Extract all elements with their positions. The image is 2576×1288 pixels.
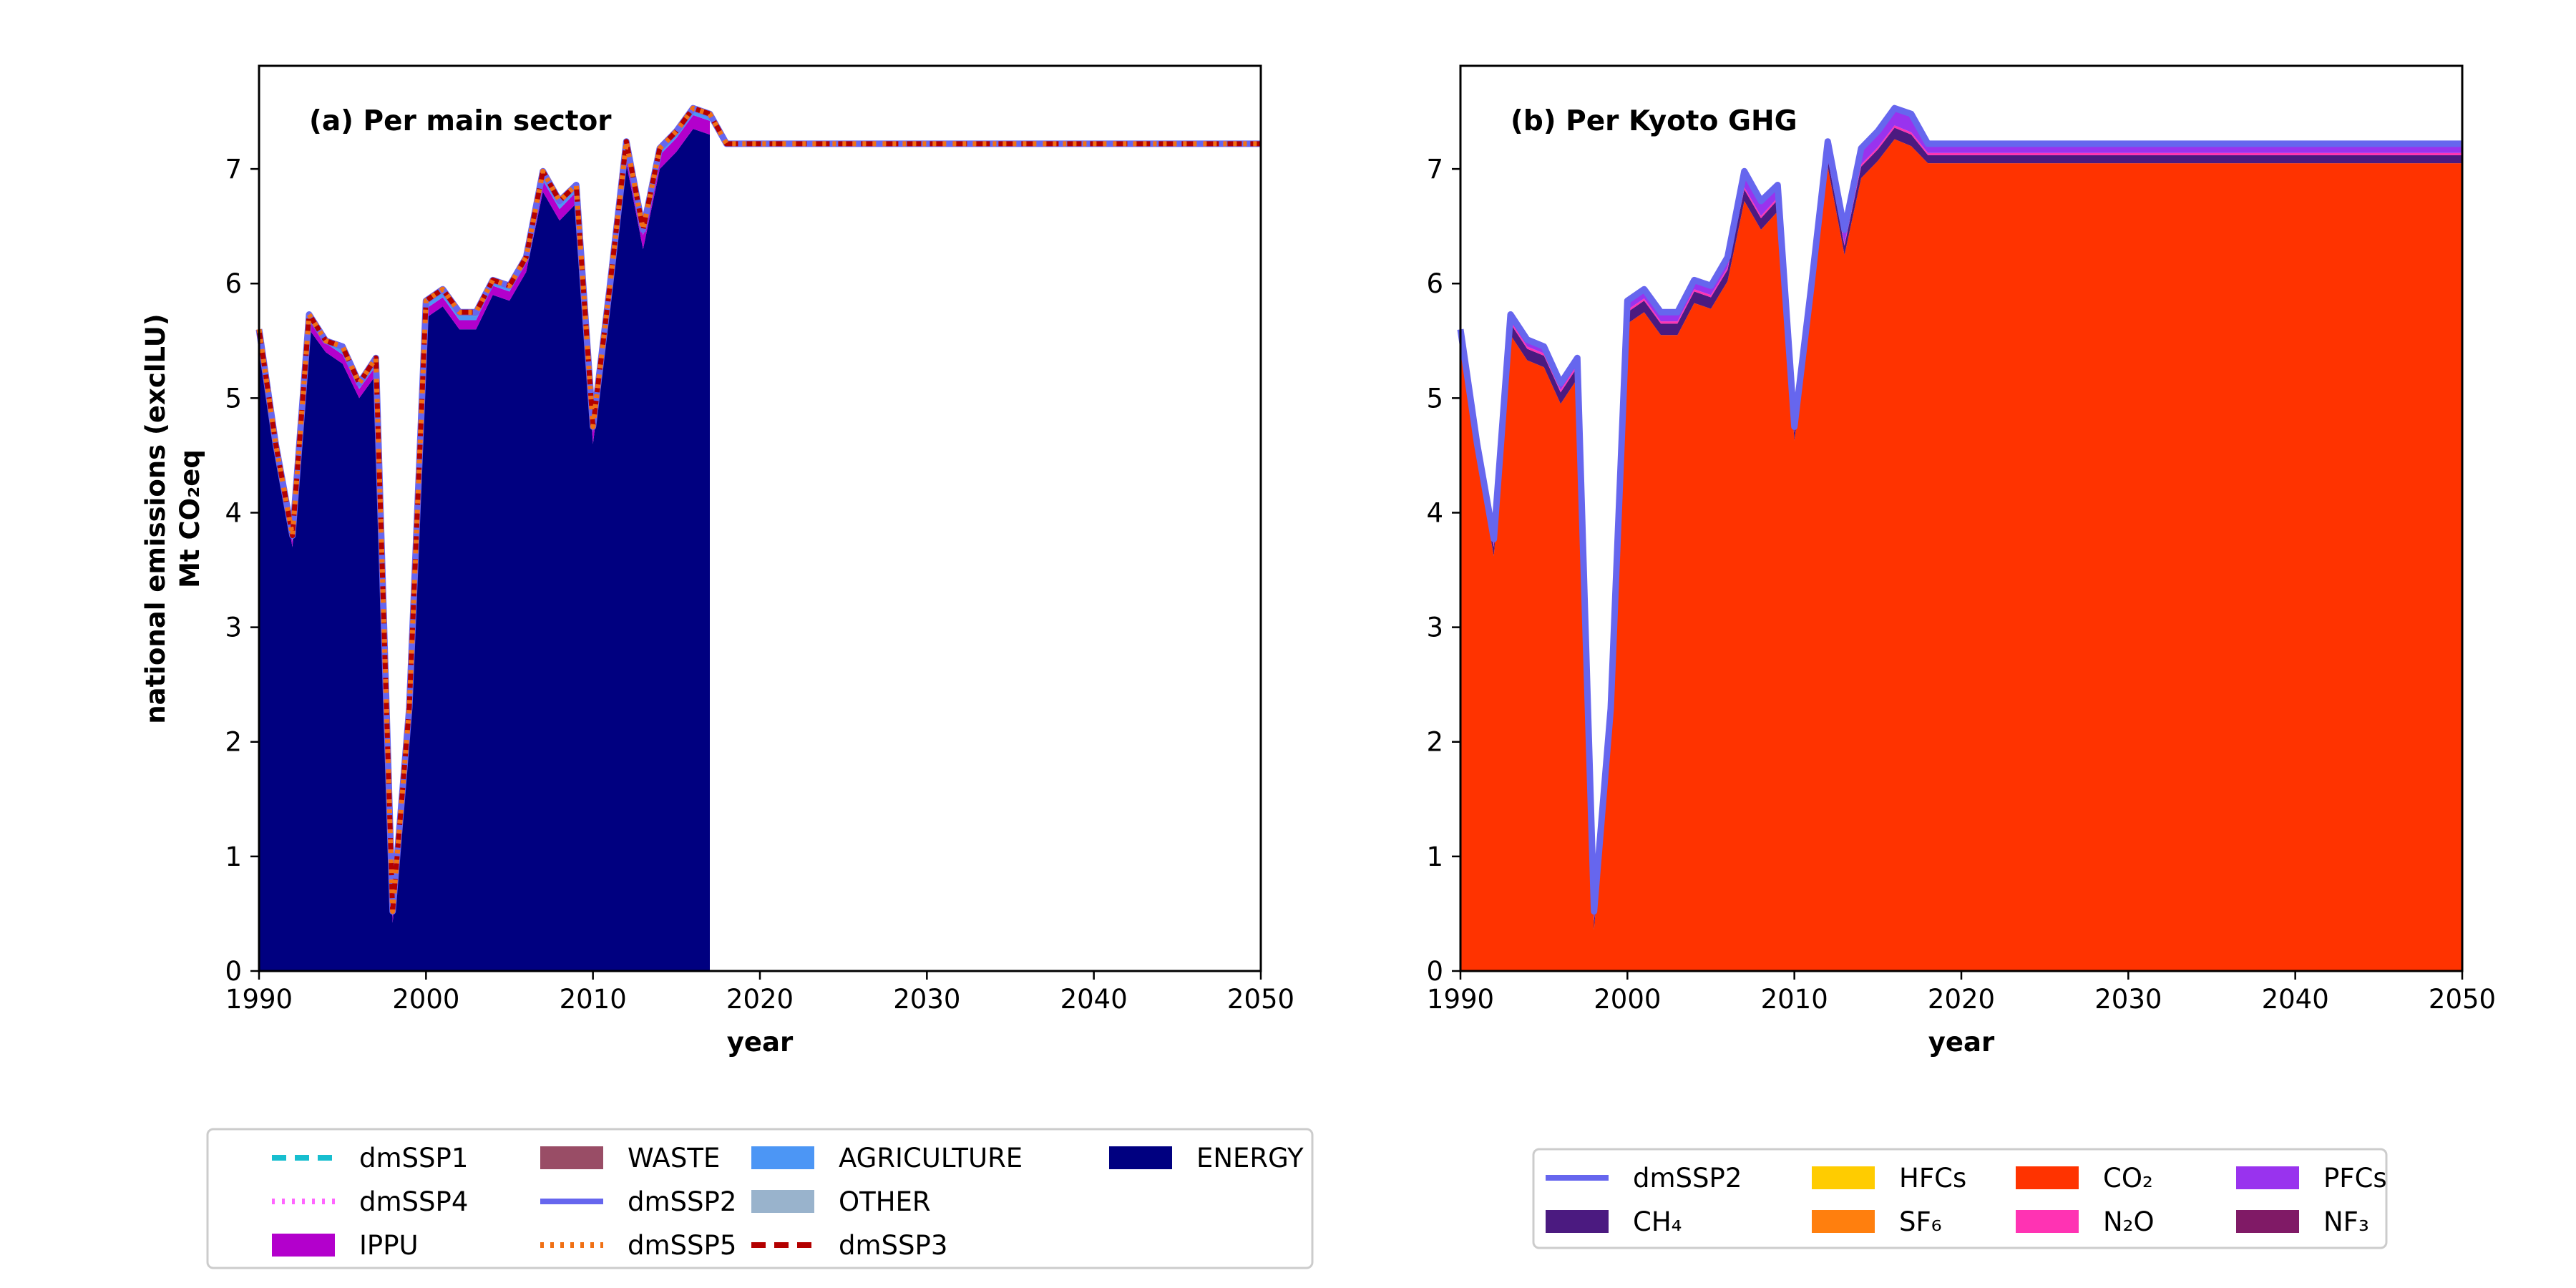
y-tick-label: 1 [1426,841,1443,872]
x-axis-label: year [1928,1027,1995,1058]
y-tick-label: 1 [225,841,242,872]
legend-label: OTHER [839,1186,931,1217]
legend-label: IPPU [359,1230,419,1261]
x-tick-label: 2000 [1594,984,1661,1015]
legend-patch-swatch [1109,1146,1172,1169]
legend-label: HFCs [1899,1163,1966,1194]
x-tick-label: 2010 [560,984,627,1015]
legend-label: WASTE [628,1143,720,1174]
legend-patch-swatch [2016,1166,2079,1189]
line-dmssp2 [1457,104,2462,915]
legend-label: SF₆ [1899,1206,1942,1237]
legend-per-main-sector: dmSSP1 dmSSP4 IPPU WASTE dmSSP2 dmSSP5 AGRICUL… [206,1128,1314,1269]
x-tick-label: 2020 [726,984,794,1015]
x-tick-label: 2030 [2094,984,2162,1015]
legend-patch-swatch [2236,1166,2299,1189]
y-tick-label: 4 [225,497,242,528]
x-tick-label: 2000 [392,984,459,1015]
x-axis-label: year [727,1027,794,1058]
legend-label: dmSSP1 [359,1143,468,1174]
y-tick-label: 5 [225,383,242,414]
y-axis-label-line1: national emissions (exclLU) [140,313,171,723]
line-dmssp5 [256,105,1261,914]
y-tick-label: 2 [1426,727,1443,758]
legend-patch-swatch [1812,1166,1875,1189]
x-tick-label: 2040 [2262,984,2329,1015]
y-tick-label: 2 [225,727,242,758]
legend-label: dmSSP5 [628,1230,736,1261]
y-tick-label: 6 [1426,268,1443,299]
panel-title: (a) Per main sector [309,105,612,137]
x-tick-label: 1990 [1427,984,1494,1015]
legend-label: PFCs [2323,1163,2387,1194]
x-tick-label: 2020 [1928,984,1995,1015]
legend-patch-swatch [1812,1210,1875,1233]
y-tick-label: 4 [1426,497,1443,528]
legend-label: ENERGY [1196,1143,1304,1174]
y-tick-label: 5 [1426,383,1443,414]
x-tick-label: 2050 [1227,984,1294,1015]
y-tick-label: 3 [225,613,242,643]
x-tick-label: 2050 [2429,984,2496,1015]
y-tick-label: 0 [1426,956,1443,987]
legend-box [1532,1148,2388,1249]
legend-label: CH₄ [1633,1206,1682,1237]
y-tick-label: 0 [225,956,242,987]
x-tick-label: 2010 [1761,984,1828,1015]
y-tick-label: 6 [225,268,242,299]
legend-patch-swatch [272,1234,335,1257]
y-tick-label: 3 [1426,613,1443,643]
legend-label: AGRICULTURE [839,1143,1023,1174]
y-tick-label: 7 [1426,154,1443,185]
panel-title: (b) Per Kyoto GHG [1511,105,1797,137]
legend-patch-swatch [2016,1210,2079,1233]
legend-patch-swatch [751,1190,814,1213]
legend-label: dmSSP2 [628,1186,736,1217]
legend-label: NF₃ [2323,1206,2369,1237]
area-co- [1460,139,2462,971]
y-tick-label: 7 [225,154,242,185]
x-tick-label: 2040 [1060,984,1128,1015]
legend-label: dmSSP3 [839,1230,947,1261]
legend-patch-swatch [751,1146,814,1169]
legend-label: CO₂ [2103,1163,2153,1194]
legend-label: dmSSP4 [359,1186,468,1217]
legend-per-kyoto-ghg: dmSSP2 CH₄ HFCs SF₆ CO₂ N₂O PFCs NF₃ [1532,1148,2388,1249]
panel-per-main-sector: 1990 2000 2010 2020 2030 2040 2050 0 1 2 3 4 5 6 7 (a) … [225,64,1294,1058]
legend-patch-swatch [2236,1210,2299,1233]
legend-label: N₂O [2103,1206,2155,1237]
panel-per-kyoto-ghg: 1990 2000 2010 2020 2030 2040 2050 0 1 2 3 4 5 6 7 (b) … [1426,64,2496,1058]
x-tick-label: 1990 [225,984,293,1015]
y-axis-label-line2: Mt CO₂eq [175,449,205,588]
x-tick-label: 2030 [893,984,960,1015]
legend-patch-swatch [1546,1210,1609,1233]
legend-label: dmSSP2 [1633,1163,1742,1194]
legend-patch-swatch [540,1146,603,1169]
area-energy [259,129,710,972]
